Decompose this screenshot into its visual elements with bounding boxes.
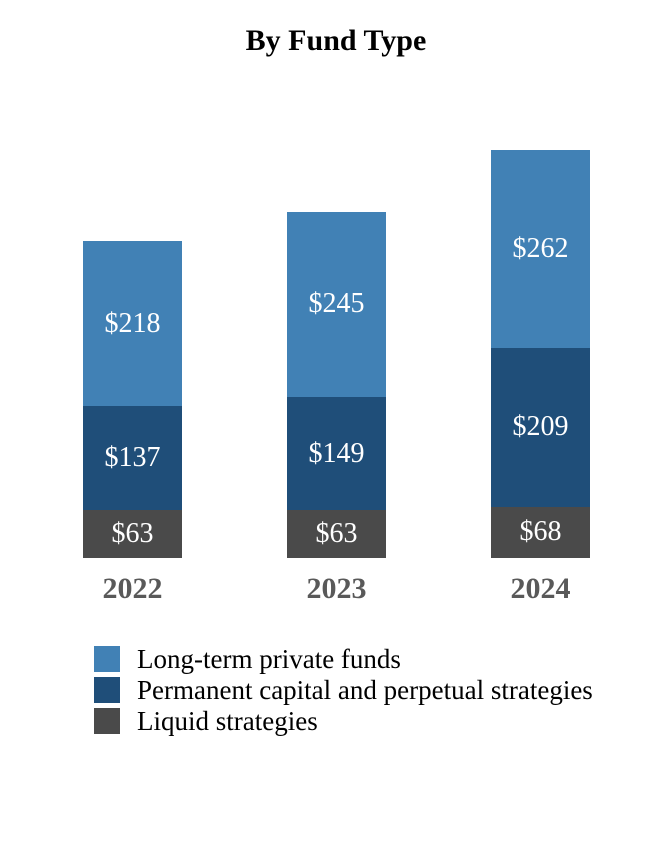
legend-item: Long-term private funds [94, 643, 593, 674]
bar-segment: $218 [83, 241, 182, 407]
bar-segment: $209 [491, 348, 590, 507]
legend-swatch-icon [94, 677, 120, 703]
stacked-bar-2023: $245 $149 $63 [287, 211, 386, 558]
chart-title: By Fund Type [245, 24, 427, 57]
legend-item: Liquid strategies [94, 705, 593, 736]
bar-segment: $137 [83, 406, 182, 511]
legend-swatch-icon [94, 708, 120, 734]
x-axis-label-2023: 2023 [306, 572, 367, 605]
x-axis-label-2024: 2024 [510, 572, 571, 605]
x-axis-label-2022: 2022 [102, 572, 163, 605]
legend-label: Permanent capital and perpetual strategi… [137, 674, 593, 705]
legend-label: Liquid strategies [137, 705, 318, 736]
bar-segment: $63 [83, 510, 182, 558]
segment-value-label: $63 [111, 518, 154, 550]
stacked-bar-2024: $262 $209 $68 [491, 149, 590, 558]
segment-value-label: $209 [512, 411, 569, 443]
stacked-bar-2022: $218 $137 $63 [83, 241, 182, 558]
legend-label: Long-term private funds [137, 643, 401, 674]
segment-value-label: $262 [512, 232, 569, 264]
bar-segment: $68 [491, 506, 590, 558]
legend-item: Permanent capital and perpetual strategi… [94, 674, 593, 705]
bar-segment: $245 [287, 211, 386, 398]
segment-value-label: $68 [519, 516, 562, 548]
bar-segment: $63 [287, 510, 386, 558]
segment-value-label: $149 [308, 437, 365, 469]
x-axis-labels: 2022 2023 2024 [83, 573, 590, 605]
segment-value-label: $137 [104, 442, 161, 474]
segment-value-label: $218 [104, 307, 161, 339]
bar-segment: $262 [491, 149, 590, 349]
segment-value-label: $63 [315, 518, 358, 550]
legend: Long-term private funds Permanent capital… [94, 643, 593, 739]
bars-row: $218 $137 $63 $245 $149 $63 $262 $209 $68 [83, 0, 590, 558]
bar-segment: $149 [287, 397, 386, 511]
legend-swatch-icon [94, 646, 120, 672]
segment-value-label: $245 [308, 288, 365, 320]
